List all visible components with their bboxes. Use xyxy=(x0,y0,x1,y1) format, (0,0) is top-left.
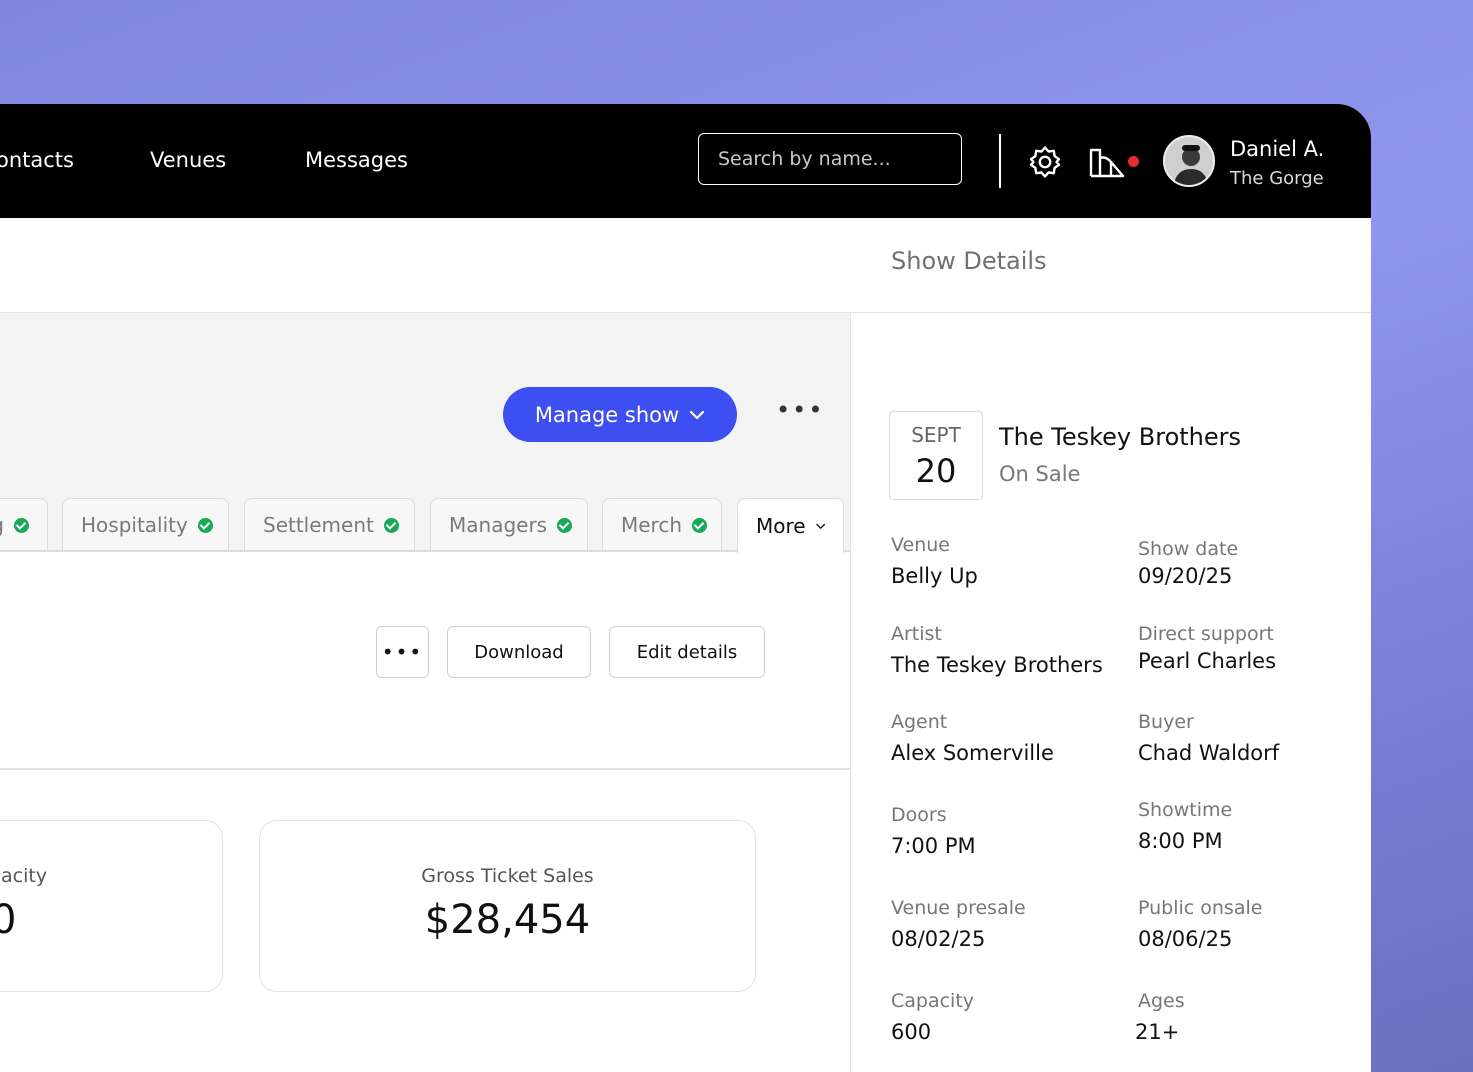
detail-label-showtime: Showtime xyxy=(1138,799,1233,821)
detail-label-venue-presale: Venue presale xyxy=(891,897,1026,919)
tab-more[interactable]: More xyxy=(737,498,844,553)
chevron-down-icon xyxy=(815,523,825,529)
date-badge: SEPT 20 xyxy=(889,411,983,500)
detail-value-capacity: 600 xyxy=(891,1020,932,1044)
detail-label-direct-support: Direct support xyxy=(1138,623,1274,645)
app-window: ontacts Venues Messages Daniel A. xyxy=(0,104,1371,1072)
tab-settlement[interactable]: Settlement xyxy=(244,498,415,551)
tab-label: Hospitality xyxy=(81,513,188,537)
date-day: 20 xyxy=(915,452,957,490)
detail-label-artist: Artist xyxy=(891,623,942,645)
tab-hospitality[interactable]: Hospitality xyxy=(62,498,229,551)
detail-label-agent: Agent xyxy=(891,711,948,733)
detail-value-venue-presale: 08/02/25 xyxy=(891,927,986,951)
detail-value-direct-support: Pearl Charles xyxy=(1138,649,1277,673)
notification-dot xyxy=(1128,156,1139,167)
venue-building-icon[interactable] xyxy=(1089,146,1125,182)
date-month: SEPT xyxy=(911,423,961,447)
stat-label: acity xyxy=(1,865,48,887)
tabs-baseline xyxy=(0,550,850,552)
detail-value-showtime: 8:00 PM xyxy=(1138,829,1223,853)
detail-value-doors: 7:00 PM xyxy=(891,834,976,858)
detail-label-doors: Doors xyxy=(891,804,947,826)
tab-label: Merch xyxy=(621,513,683,537)
capacity-card: acity 0 xyxy=(0,820,223,992)
show-status: On Sale xyxy=(999,462,1081,486)
user-venue: The Gorge xyxy=(1230,168,1324,189)
check-circle-icon xyxy=(383,517,399,533)
nav-divider xyxy=(999,134,1001,188)
manage-show-button[interactable]: Manage show xyxy=(503,387,737,442)
detail-value-artist: The Teskey Brothers xyxy=(891,653,1103,677)
stat-label: Gross Ticket Sales xyxy=(421,865,594,887)
tab-label: Settlement xyxy=(263,513,374,537)
download-button[interactable]: Download xyxy=(447,626,591,678)
user-name: Daniel A. xyxy=(1230,137,1325,161)
avatar[interactable] xyxy=(1163,135,1215,187)
check-circle-icon xyxy=(557,517,573,533)
stat-value: $28,454 xyxy=(424,897,591,943)
panel-title: Show Details xyxy=(891,247,1047,275)
tab-merch[interactable]: Merch xyxy=(602,498,722,551)
nav-venues[interactable]: Venues xyxy=(150,148,227,172)
detail-value-ages: 21+ xyxy=(1135,1020,1180,1044)
show-artist-name: The Teskey Brothers xyxy=(999,423,1242,451)
detail-value-agent: Alex Somerville xyxy=(891,741,1054,765)
search-input[interactable] xyxy=(698,133,962,185)
detail-label-buyer: Buyer xyxy=(1138,711,1194,733)
check-circle-icon xyxy=(197,517,213,533)
show-more-menu-icon[interactable]: ••• xyxy=(776,396,825,424)
check-circle-icon xyxy=(692,517,708,533)
stat-value: 0 xyxy=(0,897,17,943)
check-circle-icon xyxy=(14,517,29,533)
tab-label: Managers xyxy=(449,513,548,537)
gross-ticket-sales-card: Gross Ticket Sales $28,454 xyxy=(259,820,756,992)
nav-contacts[interactable]: ontacts xyxy=(0,148,74,172)
show-details-panel xyxy=(850,313,1371,1072)
top-nav-bar: ontacts Venues Messages Daniel A. xyxy=(0,104,1371,218)
settings-gear-icon[interactable] xyxy=(1027,144,1063,184)
edit-details-button[interactable]: Edit details xyxy=(609,626,765,678)
detail-value-buyer: Chad Waldorf xyxy=(1138,741,1280,765)
tab-label: More xyxy=(756,514,806,538)
page-subheader xyxy=(0,218,1371,313)
detail-value-venue: Belly Up xyxy=(891,564,978,588)
section-divider xyxy=(0,768,850,770)
chevron-down-icon xyxy=(690,410,705,419)
detail-label-ages: Ages xyxy=(1138,990,1185,1012)
nav-messages[interactable]: Messages xyxy=(305,148,408,172)
detail-label-show-date: Show date xyxy=(1138,538,1239,560)
detail-label-capacity: Capacity xyxy=(891,990,975,1012)
tab-partial[interactable]: g xyxy=(0,498,48,551)
manage-show-label: Manage show xyxy=(534,402,680,427)
detail-value-public-onsale: 08/06/25 xyxy=(1138,927,1233,951)
options-more-button[interactable]: ••• xyxy=(376,626,429,678)
detail-value-show-date: 09/20/25 xyxy=(1138,564,1233,588)
detail-label-venue: Venue xyxy=(891,534,950,556)
tab-label: g xyxy=(0,513,4,537)
detail-label-public-onsale: Public onsale xyxy=(1138,897,1263,919)
tab-managers[interactable]: Managers xyxy=(430,498,588,551)
